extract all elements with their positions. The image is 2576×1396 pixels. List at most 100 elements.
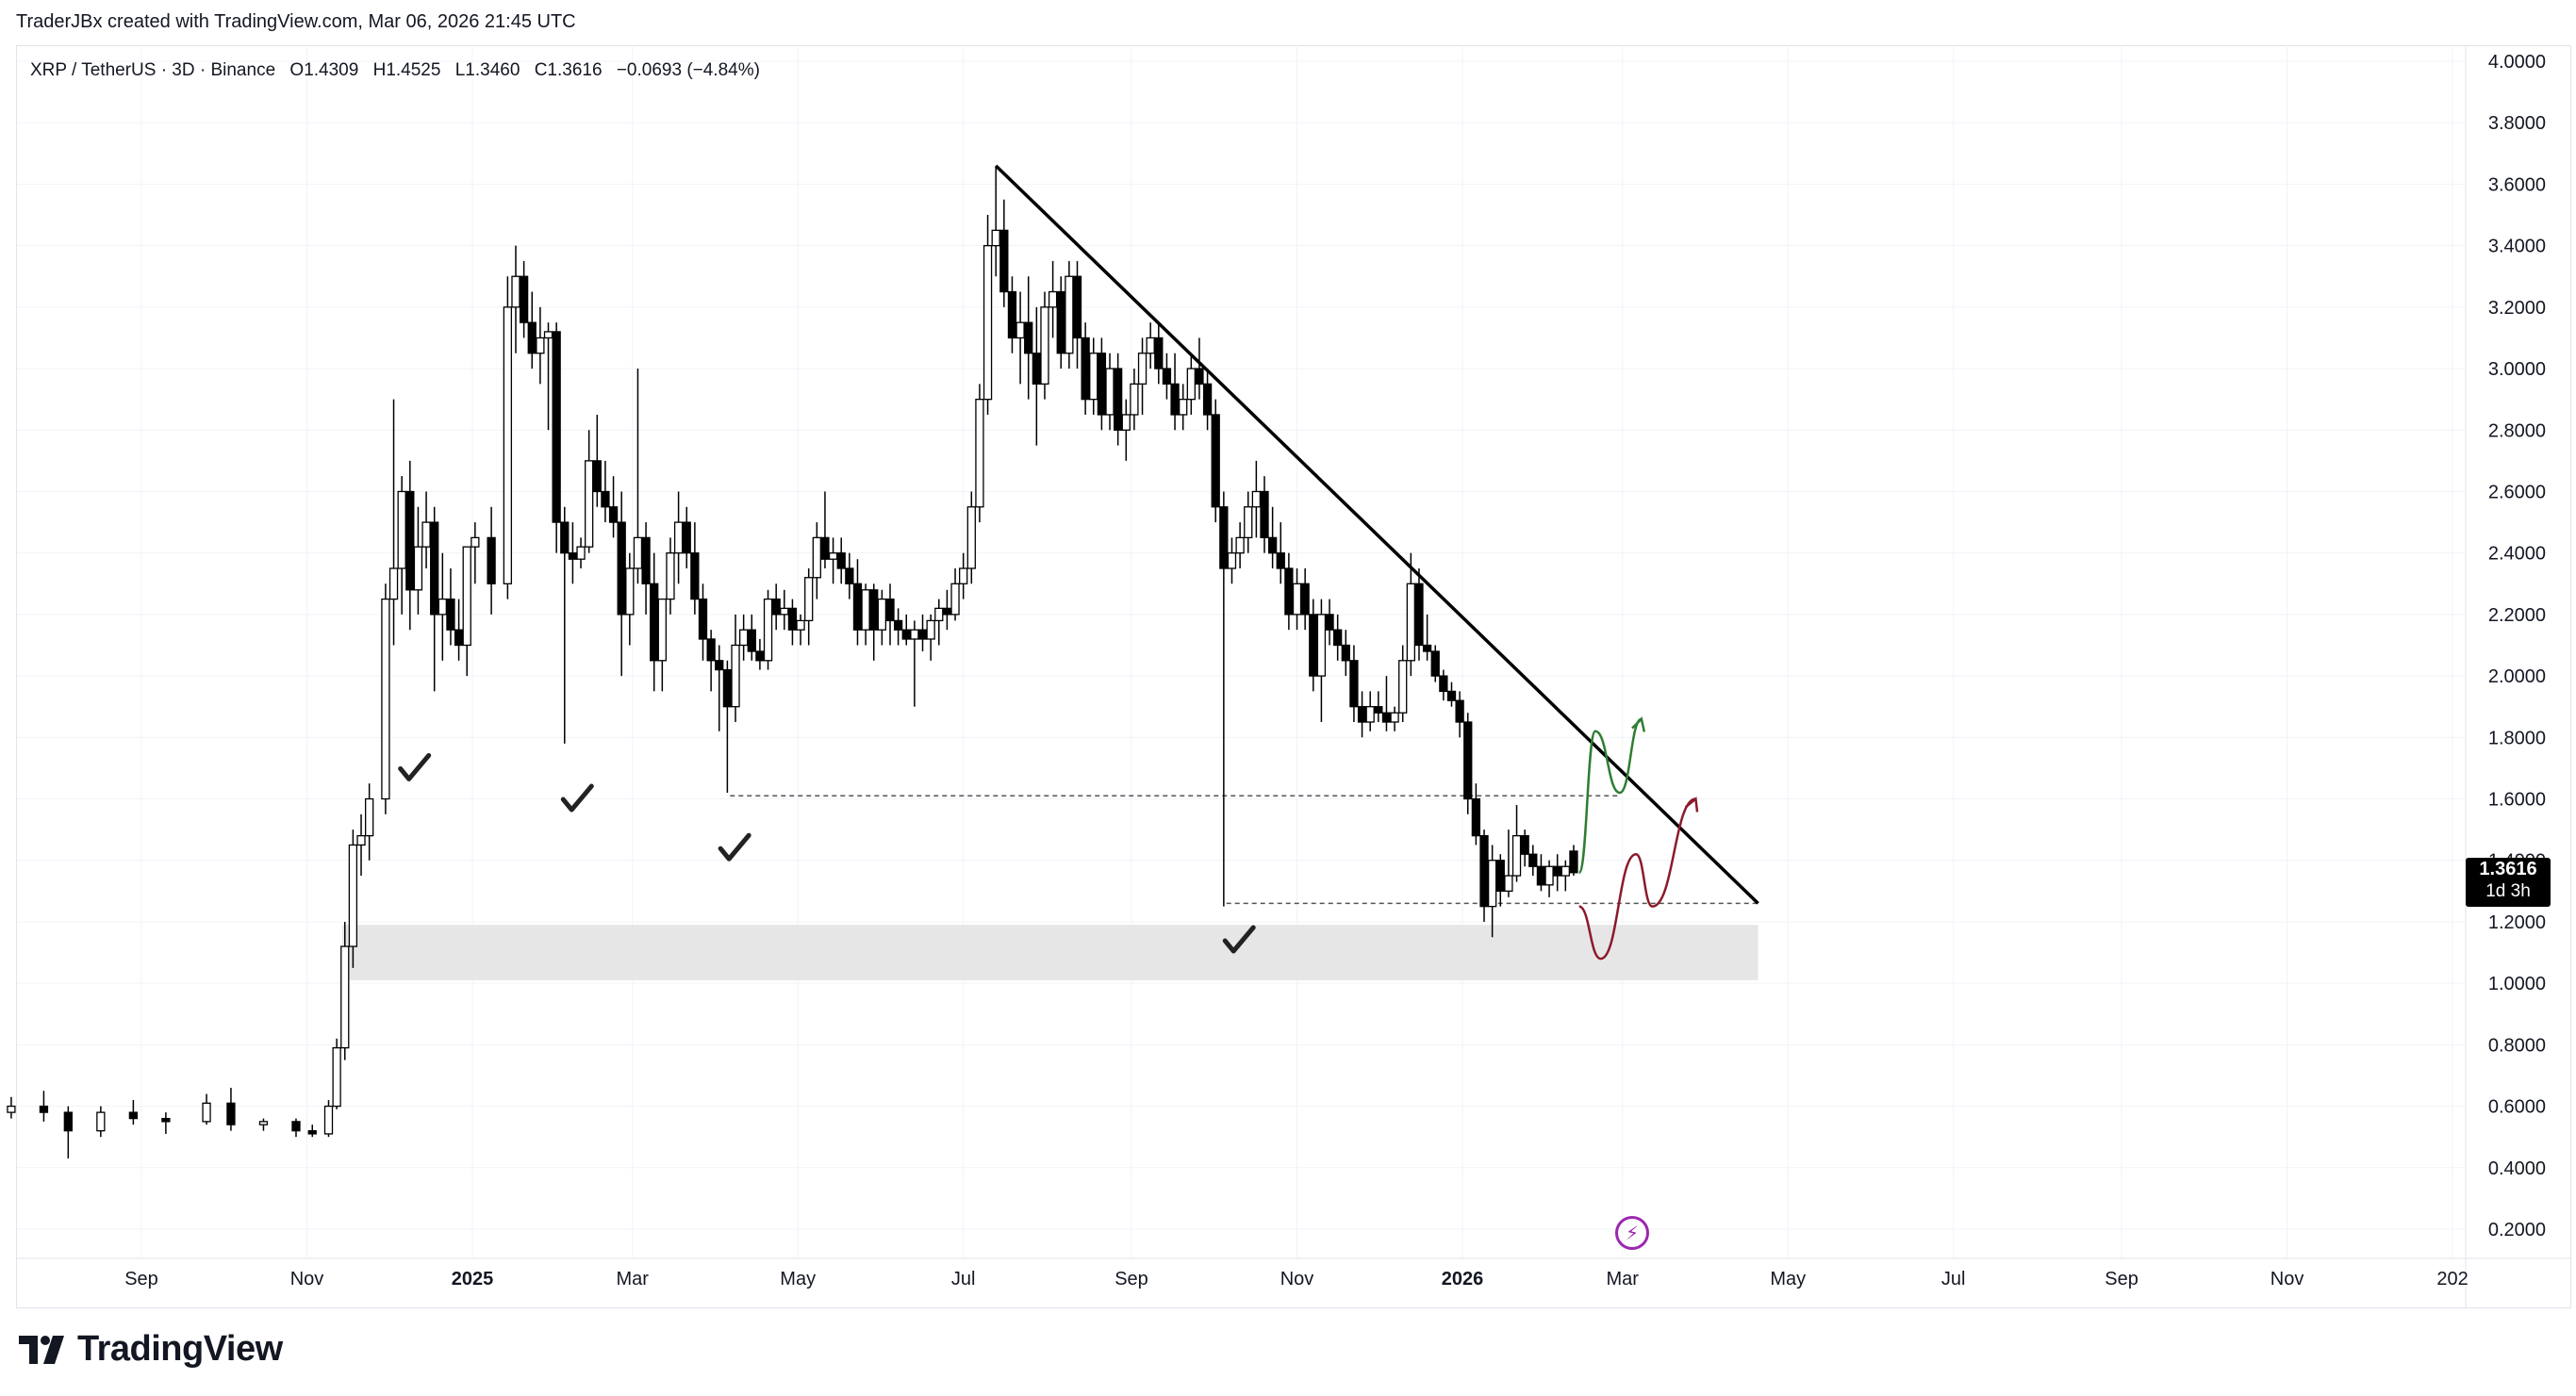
- time-axis[interactable]: Sep Nov 2025 Mar May Jul Sep Nov 2026 Mar May Jul Se…: [17, 1257, 2571, 1289]
- candle-body-up: [1105, 368, 1115, 416]
- candle-body-up: [673, 521, 684, 554]
- candle-body-down: [454, 629, 464, 647]
- candle: [576, 537, 586, 568]
- candle: [852, 559, 863, 646]
- candle-body-down: [1056, 290, 1065, 354]
- candle-body-down: [1341, 644, 1350, 662]
- candle: [942, 589, 952, 631]
- candle: [836, 537, 846, 584]
- lightning-icon[interactable]: ⚡: [1615, 1216, 1649, 1250]
- candle: [536, 306, 545, 385]
- tradingview-logo[interactable]: TradingView: [19, 1329, 283, 1370]
- symbol-legend[interactable]: XRP / TetherUS · 3D · Binance O1.4309 H1…: [30, 60, 769, 81]
- candle: [340, 921, 350, 1060]
- candle: [1089, 337, 1098, 415]
- bar-countdown: 1d 3h: [2485, 881, 2531, 901]
- candle-body-up: [1186, 368, 1196, 401]
- candle: [1374, 691, 1383, 723]
- candle-body-down: [1211, 414, 1220, 508]
- x-tick-label: Jul: [1941, 1269, 1966, 1289]
- x-tick-label: Sep: [124, 1269, 158, 1289]
- candle-body-down: [836, 552, 846, 569]
- candle-body-up: [323, 1105, 334, 1135]
- candle: [405, 460, 415, 631]
- candle: [365, 783, 374, 861]
- candle-body-up: [861, 589, 870, 631]
- candle-body-up: [966, 506, 976, 569]
- candle-body-up: [348, 844, 358, 947]
- candle: [763, 589, 773, 670]
- y-tick-label: 2.2000: [2488, 605, 2546, 626]
- candle-body-down: [568, 552, 578, 560]
- candle: [1040, 291, 1049, 400]
- candle: [1292, 567, 1302, 631]
- candle-body-down: [1154, 337, 1164, 370]
- candle: [552, 322, 561, 553]
- candle: [1341, 630, 1350, 677]
- candle: [421, 491, 431, 568]
- candle-body-down: [1195, 368, 1204, 386]
- candle-body-up: [950, 583, 960, 616]
- candle-body-down: [747, 629, 756, 652]
- annotations-layer: [398, 164, 1759, 961]
- candle-body-down: [1430, 650, 1440, 677]
- candle: [1430, 645, 1440, 682]
- candle: [1081, 322, 1090, 415]
- candle: [1325, 599, 1334, 646]
- candle: [1244, 491, 1253, 553]
- candle: [861, 583, 870, 646]
- symbol-name[interactable]: XRP / TetherUS · 3D · Binance: [30, 60, 276, 80]
- candle-body-up: [1235, 536, 1245, 554]
- candle-body-up: [421, 521, 431, 548]
- candle-body-down: [917, 629, 928, 640]
- candle: [39, 1091, 49, 1122]
- candle-body-up: [471, 536, 480, 548]
- candle-body-down: [1162, 368, 1172, 386]
- candle-body-down: [128, 1111, 139, 1120]
- x-tick-label: Mar: [616, 1269, 649, 1289]
- candles-layer: [7, 165, 1578, 1159]
- candle-body-down: [706, 638, 716, 662]
- candle-body-down: [560, 521, 570, 554]
- candle: [901, 614, 911, 646]
- candle: [722, 660, 733, 794]
- candle: [1016, 291, 1025, 385]
- tradingview-wordmark: TradingView: [77, 1329, 283, 1369]
- candle: [966, 491, 976, 584]
- candle-body-down: [1349, 660, 1359, 708]
- candle-body-down: [1325, 614, 1334, 631]
- price-axis[interactable]: 4.0000 3.8000 3.6000 3.4000 3.2000 3.0000 2.80…: [2465, 45, 2546, 1308]
- candle-body-down: [722, 668, 733, 708]
- candle: [1097, 337, 1107, 431]
- candle-body-up: [991, 229, 1000, 247]
- candle-body-up: [1040, 306, 1049, 386]
- candle: [1300, 567, 1310, 631]
- candle-body-up: [625, 567, 635, 616]
- candle-body-down: [601, 490, 610, 508]
- checkmark-icon: [1222, 925, 1256, 954]
- candle: [1333, 614, 1343, 661]
- candle: [397, 476, 406, 615]
- candle-body-down: [852, 583, 863, 631]
- candle: [1154, 322, 1164, 385]
- candle: [1170, 353, 1180, 431]
- candle: [1316, 599, 1327, 723]
- candle-body-down: [893, 619, 903, 631]
- candle: [1553, 854, 1562, 892]
- candle: [910, 620, 919, 707]
- candle-body-up: [738, 629, 749, 647]
- candle: [291, 1118, 301, 1138]
- support-zone: [341, 925, 1759, 980]
- checkmark-icon: [560, 783, 594, 813]
- candle-body-up: [340, 945, 350, 1049]
- candle: [959, 552, 968, 599]
- candle: [657, 598, 667, 692]
- candle: [1211, 399, 1220, 523]
- candle: [755, 638, 765, 670]
- candle: [917, 614, 928, 652]
- candle-body-up: [877, 598, 887, 631]
- checkmark-icon: [718, 832, 751, 862]
- candle-body-down: [1357, 706, 1367, 723]
- candle-body-down: [1446, 690, 1457, 701]
